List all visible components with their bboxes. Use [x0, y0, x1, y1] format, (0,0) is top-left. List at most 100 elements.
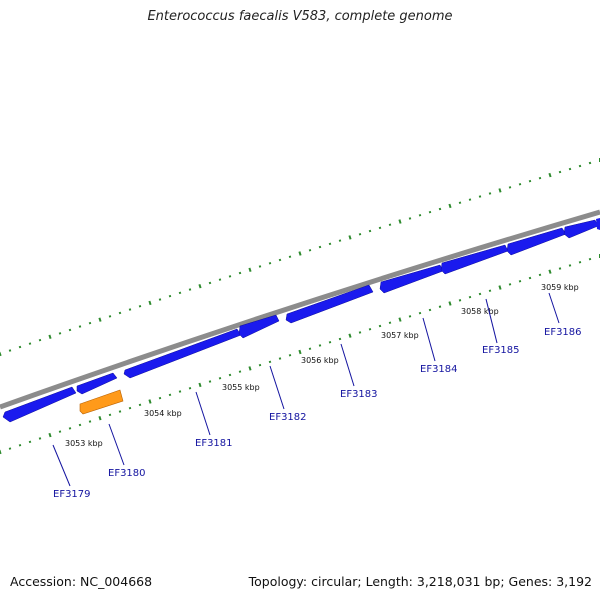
gene-arrow-ef3181[interactable]: [123, 328, 242, 379]
gene-label-ef3184[interactable]: EF3184: [420, 364, 458, 375]
gene-arrow-ef3179[interactable]: [2, 386, 77, 423]
tick-mark: [358, 331, 362, 334]
kbp-label: 3056 kbp: [301, 356, 339, 365]
tick-mark: [568, 167, 572, 171]
gene-label-ef3179[interactable]: EF3179: [53, 489, 91, 500]
tick-mark: [158, 298, 162, 301]
tick-mark: [238, 271, 242, 275]
tick-mark: [8, 447, 12, 450]
gene-arrow-ef3186a[interactable]: [506, 227, 567, 256]
tick-mark: [168, 393, 172, 397]
gene-label-ef3181[interactable]: EF3181: [195, 438, 233, 449]
tick-mark: [408, 315, 412, 318]
tick-mark: [108, 315, 112, 318]
tick-mark: [58, 332, 62, 335]
gene-arrow-ef3183[interactable]: [285, 284, 374, 324]
tick-mark: [88, 420, 92, 423]
tick-mark: [128, 308, 132, 311]
tick-mark: [348, 333, 352, 338]
tick-mark: [238, 370, 242, 373]
tick-mark: [258, 265, 262, 268]
outer-tick-ring: [0, 158, 600, 357]
tick-mark: [158, 396, 162, 400]
tick-mark: [368, 327, 372, 331]
gene-arrow-edge[interactable]: [596, 218, 600, 230]
tick-mark: [138, 403, 142, 407]
tick-mark: [148, 300, 152, 306]
tick-mark: [228, 373, 232, 377]
tick-mark: [178, 291, 182, 295]
gene-arrow-ef3180[interactable]: [79, 389, 124, 415]
tick-mark: [328, 242, 332, 246]
gene-label-ef3186[interactable]: EF3186: [544, 327, 582, 338]
tick-mark: [418, 213, 422, 217]
tick-mark: [518, 279, 522, 283]
tick-mark: [168, 294, 172, 298]
tick-mark: [218, 376, 222, 380]
tick-mark: [368, 229, 372, 233]
tick-mark: [488, 192, 492, 195]
tick-mark: [528, 276, 532, 280]
kbp-label: 3058 kbp: [461, 307, 499, 316]
tick-mark: [458, 201, 462, 205]
gene-label-ef3180[interactable]: EF3180: [108, 468, 146, 479]
tick-mark: [98, 415, 102, 421]
tick-mark: [248, 366, 252, 371]
tick-mark: [438, 207, 442, 211]
tick-mark: [208, 281, 212, 285]
tick-mark: [428, 210, 432, 214]
map-title: Enterococcus faecalis V583, complete gen…: [147, 9, 453, 24]
tick-mark: [128, 406, 132, 410]
tick-mark: [308, 248, 312, 252]
tick-mark: [58, 430, 62, 433]
tick-mark: [8, 349, 12, 352]
gene-arrow-ef3184[interactable]: [379, 264, 444, 294]
tick-mark: [548, 172, 552, 178]
gene-label-ef3185[interactable]: EF3185: [482, 345, 520, 356]
tick-mark: [378, 324, 382, 328]
tick-mark: [268, 261, 272, 265]
tick-mark: [438, 305, 442, 308]
gene-arrow-ef3185[interactable]: [440, 244, 509, 275]
tick-mark: [38, 338, 42, 342]
tick-mark: [0, 449, 2, 455]
tick-mark: [188, 288, 192, 291]
tick-mark: [148, 399, 152, 404]
gene-labels: EF3179 EF3180 EF3181 EF3182 EF3183 EF318…: [53, 327, 582, 500]
tick-mark: [68, 427, 72, 430]
tick-mark: [378, 226, 382, 230]
gene-label-ef3182[interactable]: EF3182: [269, 412, 307, 423]
inner-tick-ring: [0, 254, 600, 455]
tick-mark: [428, 308, 432, 312]
tick-mark: [218, 278, 222, 281]
tick-mark: [518, 182, 522, 186]
tick-mark: [348, 235, 352, 240]
tick-mark: [228, 275, 232, 278]
tick-mark: [538, 176, 542, 180]
tick-mark: [478, 292, 482, 296]
tick-mark: [498, 285, 502, 290]
tick-mark: [38, 437, 42, 440]
tick-mark: [588, 257, 592, 261]
tick-mark: [108, 413, 112, 417]
tick-mark: [48, 432, 52, 438]
tick-mark: [298, 349, 302, 355]
tick-mark: [258, 363, 262, 367]
tick-mark: [98, 317, 102, 322]
tick-mark: [198, 283, 202, 289]
tick-mark: [28, 342, 32, 345]
tick-mark: [588, 161, 592, 165]
gene-arrow-ef3179b[interactable]: [76, 372, 118, 395]
tick-mark: [0, 351, 2, 357]
genome-backbone: [0, 209, 600, 410]
tick-mark: [78, 423, 82, 427]
gene-arrow-ef3186b[interactable]: [563, 219, 599, 239]
tick-mark: [178, 390, 182, 393]
gene-arrow-ef3182[interactable]: [238, 314, 280, 339]
tick-mark: [288, 255, 292, 259]
tick-mark: [118, 410, 122, 413]
tick-mark: [118, 311, 122, 315]
tick-mark: [318, 344, 322, 347]
gene-label-ef3183[interactable]: EF3183: [340, 389, 378, 400]
